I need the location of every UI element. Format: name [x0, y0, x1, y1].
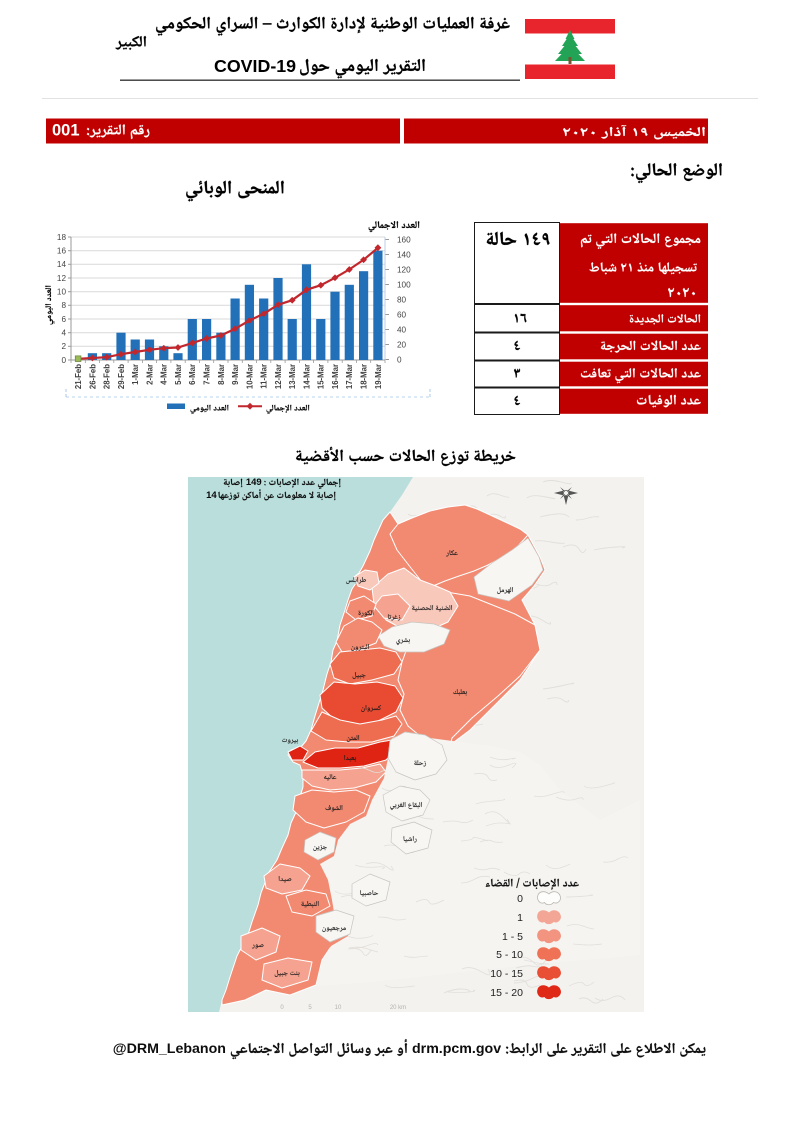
svg-text:12-Mar: 12-Mar [274, 364, 283, 389]
svg-text:1: 1 [517, 912, 523, 924]
svg-text:5 - 10: 5 - 10 [496, 949, 523, 961]
svg-text:@DRM_Lebanon: @DRM_Lebanon [113, 1041, 226, 1057]
svg-text:14: 14 [57, 260, 67, 269]
svg-text:20: 20 [397, 340, 407, 349]
svg-text:15 - 20: 15 - 20 [490, 987, 523, 999]
svg-text:20 km: 20 km [390, 1005, 406, 1011]
svg-text:16: 16 [57, 246, 67, 255]
svg-text:140: 140 [397, 250, 411, 259]
svg-text:21-Feb: 21-Feb [74, 364, 83, 389]
svg-text:4: 4 [61, 328, 66, 337]
svg-text:160: 160 [397, 235, 411, 244]
svg-text:13-Mar: 13-Mar [288, 364, 297, 389]
svg-text:4-Mar: 4-Mar [160, 364, 169, 385]
svg-text:1 - 5: 1 - 5 [502, 931, 523, 943]
svg-text:100: 100 [397, 280, 411, 289]
svg-text:14-Mar: 14-Mar [302, 364, 311, 389]
svg-text:0: 0 [280, 1005, 284, 1011]
svg-text:8-Mar: 8-Mar [217, 364, 226, 385]
svg-text:120: 120 [397, 265, 411, 274]
svg-text:5: 5 [308, 1005, 312, 1011]
svg-text:001: 001 [52, 122, 80, 140]
svg-text:0: 0 [517, 893, 523, 905]
svg-text:0: 0 [397, 355, 402, 364]
svg-text:5-Mar: 5-Mar [174, 364, 183, 385]
svg-text:7-Mar: 7-Mar [203, 364, 212, 385]
svg-text:26-Feb: 26-Feb [88, 364, 97, 389]
svg-text:10 - 15: 10 - 15 [490, 968, 523, 980]
svg-text:28-Feb: 28-Feb [103, 364, 112, 389]
svg-text:COVID-19: COVID-19 [214, 56, 296, 76]
svg-text:10: 10 [57, 287, 67, 296]
svg-text:16-Mar: 16-Mar [331, 364, 340, 389]
svg-text:10: 10 [335, 1005, 342, 1011]
svg-text:29-Feb: 29-Feb [117, 364, 126, 389]
svg-text:2: 2 [61, 342, 66, 351]
svg-text:18: 18 [57, 233, 67, 242]
svg-text:18-Mar: 18-Mar [360, 364, 369, 389]
svg-text:14: 14 [206, 490, 217, 501]
svg-text:10-Mar: 10-Mar [245, 364, 254, 389]
svg-text:1-Mar: 1-Mar [131, 364, 140, 385]
svg-text:drm.pcm.gov: drm.pcm.gov [412, 1041, 501, 1057]
svg-text:149: 149 [246, 477, 262, 488]
svg-text:8: 8 [61, 301, 66, 310]
svg-text:9-Mar: 9-Mar [231, 364, 240, 385]
svg-text:0: 0 [61, 356, 66, 365]
svg-text:40: 40 [397, 325, 407, 334]
svg-text:60: 60 [397, 310, 407, 319]
svg-text:2-Mar: 2-Mar [145, 364, 154, 385]
svg-text:12: 12 [57, 274, 67, 283]
svg-text:19-Mar: 19-Mar [374, 364, 383, 389]
svg-text:11-Mar: 11-Mar [260, 364, 269, 389]
svg-text:15-Mar: 15-Mar [317, 364, 326, 389]
svg-text:6-Mar: 6-Mar [188, 364, 197, 385]
svg-text:17-Mar: 17-Mar [345, 364, 354, 389]
svg-text:6: 6 [61, 315, 66, 324]
svg-text:80: 80 [397, 295, 407, 304]
